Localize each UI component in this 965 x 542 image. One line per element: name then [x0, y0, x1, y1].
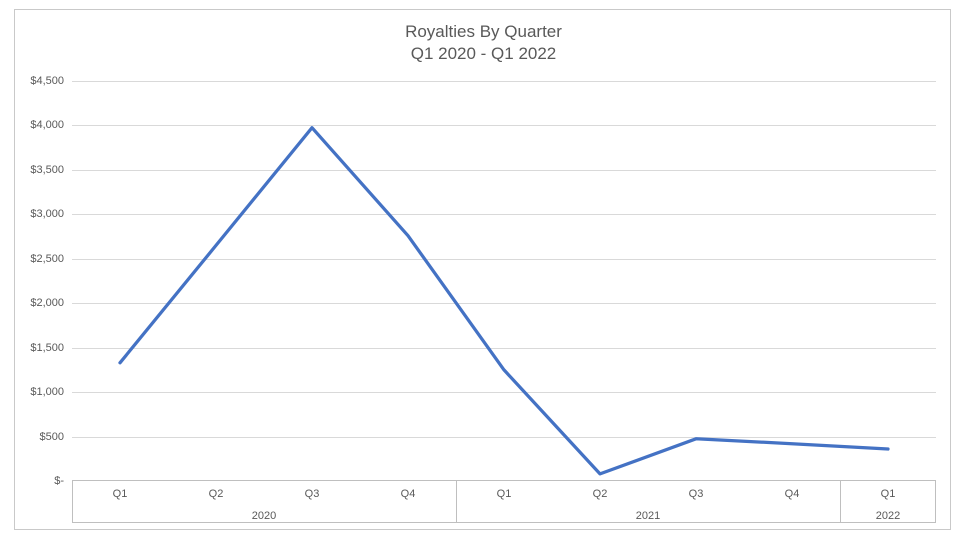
x-axis-year-label: 2021 [635, 510, 661, 522]
x-axis-quarter-label: Q1 [112, 488, 128, 500]
x-axis-quarter-label: Q4 [400, 488, 416, 500]
gridline [72, 392, 936, 393]
y-axis-tick-label: $1,500 [30, 342, 64, 354]
x-axis-quarter-label: Q3 [688, 488, 704, 500]
x-axis-year-label: 2022 [875, 510, 901, 522]
year-group-separator [840, 480, 841, 523]
gridline [72, 437, 936, 438]
y-axis-tick-label: $2,000 [30, 297, 64, 309]
y-axis-tick-label: $2,500 [30, 253, 64, 265]
gridline [72, 303, 936, 304]
x-axis-quarter-label: Q1 [496, 488, 512, 500]
gridline [72, 81, 936, 82]
y-axis-tick-label: $500 [39, 431, 64, 443]
gridline [72, 259, 936, 260]
royalties-line-series [118, 126, 890, 476]
y-axis-tick-label: $- [54, 475, 64, 487]
y-axis-tick-label: $4,000 [30, 119, 64, 131]
gridline [72, 170, 936, 171]
x-axis-year-label: 2020 [251, 510, 277, 522]
y-axis-tick-label: $4,500 [30, 75, 64, 87]
x-axis-label-box [72, 480, 936, 523]
gridline [72, 125, 936, 126]
chart-subtitle: Q1 2020 - Q1 2022 [410, 44, 557, 63]
x-axis-quarter-label: Q3 [304, 488, 320, 500]
x-axis-quarter-label: Q2 [592, 488, 608, 500]
gridline [72, 348, 936, 349]
y-axis-tick-label: $3,500 [30, 164, 64, 176]
chart-title-block: Royalties By Quarter Q1 2020 - Q1 2022 [15, 21, 952, 65]
x-axis-quarter-label: Q2 [208, 488, 224, 500]
y-axis-tick-label: $3,000 [30, 208, 64, 220]
gridline [72, 214, 936, 215]
x-axis-quarter-label: Q4 [784, 488, 800, 500]
year-group-separator [456, 480, 457, 523]
y-axis-tick-label: $1,000 [30, 386, 64, 398]
x-axis-quarter-label: Q1 [880, 488, 896, 500]
chart-title: Royalties By Quarter [405, 22, 562, 41]
